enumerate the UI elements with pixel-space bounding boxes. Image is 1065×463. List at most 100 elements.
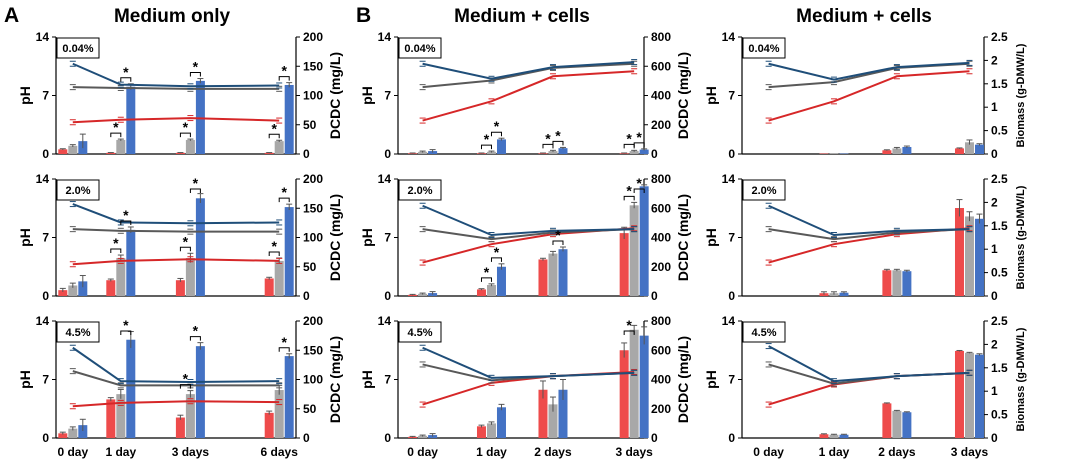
bar-blue [639,186,649,296]
significance-star: * [123,317,129,333]
tick-label-right: 0.5 [991,266,1008,280]
tick-label-right: 150 [303,59,323,73]
ph-line-blue [422,346,635,379]
bar-gray [116,394,126,438]
significance-bracket [268,133,280,139]
y-label-right: DCDC (mg/L) [327,336,343,423]
tick-label-right: 50 [303,260,317,274]
tick-label-left: 7 [728,373,735,387]
ph-line-blue [72,203,280,225]
ph-line-red [72,258,280,266]
concentration-box [742,321,786,343]
tick-label-right: 100 [303,231,323,245]
tick-label-right: 1 [991,384,998,398]
x-tick-label: 0 day [753,445,784,459]
ph-line-gray [72,228,280,233]
bar-blue [195,346,205,438]
tick-label-left: 7 [384,89,391,103]
concentration-box [56,179,100,201]
y-label-right: Biomass (g-DMW/L) [1015,185,1027,289]
tick-label-right: 0.5 [991,408,1008,422]
bar-gray [116,139,126,154]
tick-label-right: 600 [651,201,671,215]
bar-red [882,270,892,296]
bar-gray [629,205,639,296]
significance-bracket [268,251,280,256]
tick-label-right: 0 [991,431,998,445]
ph-line-gray [422,62,635,89]
significance-bracket [480,144,492,150]
bar-blue [639,335,649,438]
tick-label-right: 0 [303,289,310,303]
x-tick-label: 2 days [878,445,916,459]
significance-star: * [123,64,129,80]
column-title-medium-only: Medium only [114,6,231,27]
concentration-label: 4.5% [65,327,90,339]
tick-label-left: 0 [384,431,391,445]
bar-red [175,417,185,438]
tick-label-right: 2.5 [991,314,1008,328]
significance-bracket [552,240,564,246]
bar-red [954,350,964,438]
tick-label-right: 200 [303,172,323,186]
significance-star: * [626,130,632,146]
tick-label-right: 200 [303,30,323,44]
concentration-label: 0.04% [748,43,779,55]
tick-label-right: 0 [651,147,658,161]
bar-red [58,433,68,438]
y-label-left: pH [17,370,33,389]
tick-label-right: 2 [991,195,998,209]
panel-label-a: A [4,4,19,27]
bar-red [538,389,548,438]
bar-gray [548,253,558,296]
bar-red [408,153,418,154]
x-tick-label: 3 days [951,445,989,459]
bar-gray [892,148,902,154]
chart-C3: 0 7 14 0 0.5 1 1.5 2 2.5 pH Biomass (g-DMW/L) 0 day… [703,314,1027,459]
bar-gray [418,435,428,438]
bar-red [619,153,629,154]
tick-label-right: 50 [303,402,317,416]
tick-label-right: 0 [303,147,310,161]
ph-line-blue [72,62,280,88]
tick-label-left: 14 [378,314,392,328]
significance-bracket [633,188,645,193]
bar-blue [839,434,849,438]
ph-line-blue [422,204,635,237]
tick-label-right: 50 [303,118,317,132]
bar-gray [116,257,126,296]
y-label-right: DCDC (mg/L) [675,52,691,139]
bar-gray [185,394,195,438]
tick-label-right: 200 [651,260,671,274]
bar-blue [974,144,984,154]
bar-blue [902,412,912,438]
tick-label-right: 200 [303,314,323,328]
significance-bracket [110,248,122,254]
bar-red [408,294,418,296]
tick-label-right: 1 [991,242,998,256]
bar-gray [486,285,496,296]
bar-red [819,434,829,438]
x-tick-label: 2 days [534,445,572,459]
bar-red [882,150,892,154]
tick-label-right: 1.5 [991,361,1008,375]
tick-label-right: 2 [991,53,998,67]
bar-gray [548,151,558,154]
bar-gray [274,260,284,296]
significance-star: * [484,131,490,147]
tick-label-left: 14 [722,314,736,328]
bar-gray [486,423,496,438]
panel-label-b: B [356,4,371,27]
bar-blue [558,389,568,438]
significance-bracket [278,347,290,352]
y-label-left: pH [359,370,375,389]
y-label-left: pH [703,228,719,247]
bar-gray [964,142,974,154]
bar-red [882,403,892,438]
column-title-medium-cells-dcdc: Medium + cells [454,6,590,27]
significance-bracket [623,330,635,335]
bar-gray [892,410,902,438]
y-label-left: pH [359,228,375,247]
ph-line-blue [72,346,280,384]
